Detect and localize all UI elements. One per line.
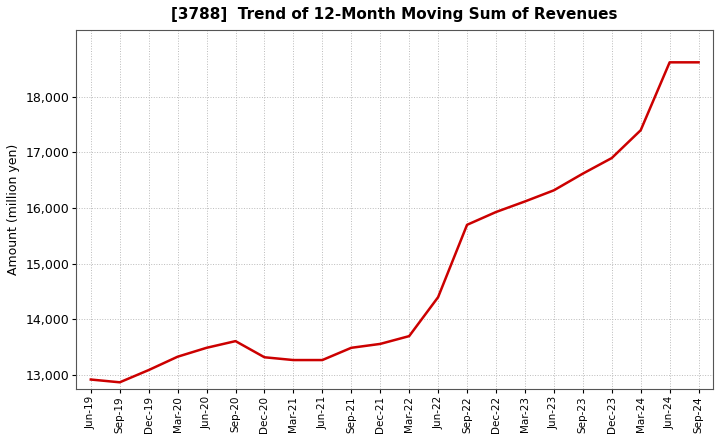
Y-axis label: Amount (million yen): Amount (million yen) — [7, 144, 20, 275]
Title: [3788]  Trend of 12-Month Moving Sum of Revenues: [3788] Trend of 12-Month Moving Sum of R… — [171, 7, 618, 22]
